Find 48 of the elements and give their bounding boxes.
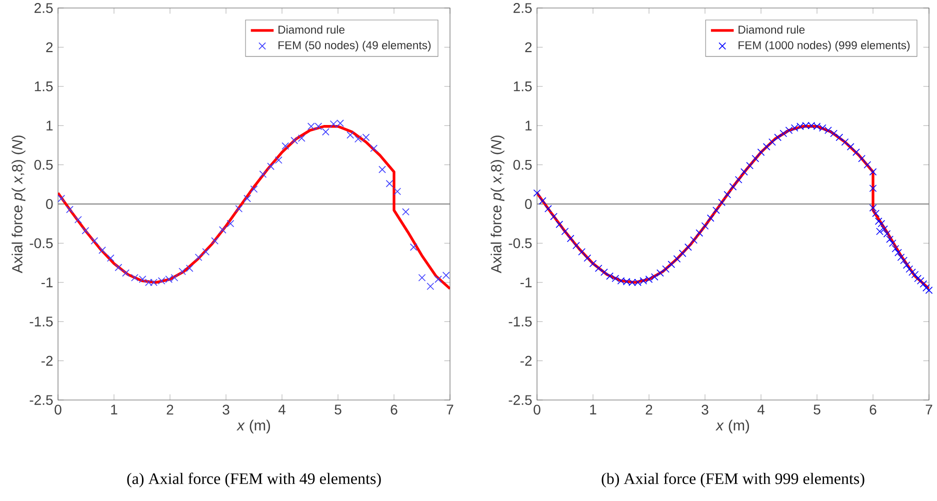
y-tick-label: 2.5 bbox=[514, 3, 532, 13]
y-tick-label: -0.5 bbox=[30, 238, 53, 248]
x-tick-label: 7 bbox=[926, 404, 932, 414]
x-tick-label: 1 bbox=[590, 404, 596, 414]
x-tick-label: 7 bbox=[446, 404, 454, 414]
y-tick-label: -1.5 bbox=[30, 316, 53, 326]
y-tick-label: 1.5 bbox=[514, 82, 532, 92]
x-tick-label: 2 bbox=[166, 404, 174, 414]
y-axis-title: Axial force p( x,8) (N) bbox=[490, 136, 504, 274]
y-tick-label: -2 bbox=[520, 356, 532, 366]
x-tick-label: 4 bbox=[278, 404, 286, 414]
y-tick-label: -1.5 bbox=[508, 316, 532, 326]
legend-label: FEM (50 nodes) (49 elements) bbox=[278, 40, 431, 52]
y-axis-title: Axial force p( x,8) (N) bbox=[12, 136, 26, 274]
y-tick-label: -2.5 bbox=[30, 395, 53, 405]
y-tick-label: 2 bbox=[46, 42, 53, 52]
y-tick-label: -1 bbox=[520, 278, 532, 288]
y-tick-label: 0.5 bbox=[513, 160, 532, 170]
x-axis-title: x (m) bbox=[236, 420, 270, 434]
x-tick-label: 4 bbox=[757, 404, 764, 414]
y-tick-label: 1 bbox=[46, 120, 53, 130]
y-tick-label: 2.5 bbox=[34, 3, 53, 13]
legend-label: Diamond rule bbox=[738, 25, 805, 34]
y-tick-label: 0.5 bbox=[34, 160, 53, 170]
y-tick-label: -2 bbox=[41, 356, 53, 366]
x-tick-label: 1 bbox=[111, 404, 118, 414]
y-tick-label: 1.5 bbox=[34, 82, 53, 92]
y-tick-label: 2 bbox=[525, 42, 532, 52]
x-tick-label: 5 bbox=[334, 404, 342, 414]
x-tick-label: 3 bbox=[222, 404, 230, 415]
x-tick-label: 3 bbox=[702, 404, 708, 415]
y-tick-label: 0 bbox=[525, 199, 532, 209]
y-tick-label: -1 bbox=[41, 278, 53, 288]
y-tick-label: -2.5 bbox=[508, 395, 532, 405]
x-tick-label: 2 bbox=[646, 404, 652, 414]
y-tick-label: -0.5 bbox=[508, 238, 532, 248]
x-tick-label: 6 bbox=[390, 404, 398, 415]
legend-label: FEM (1000 nodes) (999 elements) bbox=[738, 40, 910, 52]
x-tick-label: 5 bbox=[814, 404, 820, 414]
y-tick-label: 0 bbox=[46, 199, 53, 209]
text: (b) Axial force (FEM with 999 elements) bbox=[602, 472, 864, 488]
x-tick-label: 0 bbox=[54, 404, 62, 415]
legend-label: Diamond rule bbox=[278, 25, 344, 34]
x-axis-title: x (m) bbox=[716, 420, 750, 434]
y-tick-label: 1 bbox=[526, 120, 532, 130]
x-tick-label: 6 bbox=[870, 404, 876, 415]
x-tick-label: 0 bbox=[534, 404, 540, 415]
text: (a) Axial force (FEM with 49 elements) bbox=[127, 472, 381, 488]
